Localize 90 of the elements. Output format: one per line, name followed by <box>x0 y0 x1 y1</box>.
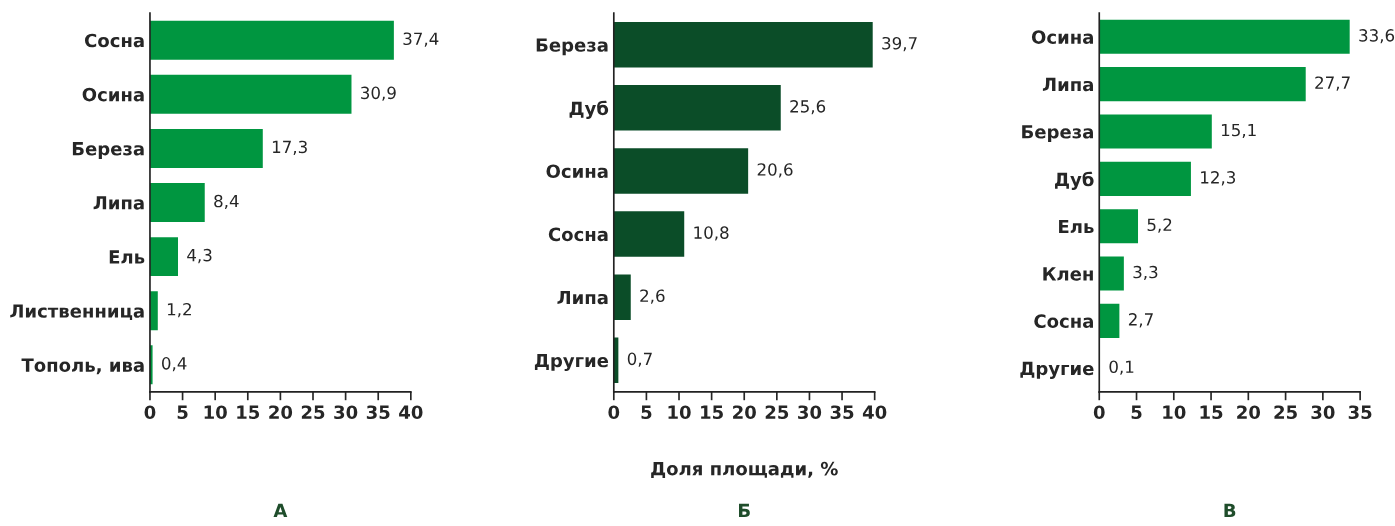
bar <box>149 291 158 331</box>
y-tick-label: Осина <box>546 164 608 179</box>
x-tick-label: 30 <box>334 405 358 420</box>
x-tick-label: 25 <box>301 405 325 420</box>
x-tick-label: 15 <box>237 405 260 420</box>
x-tick-label: 10 <box>668 405 691 420</box>
y-tick-label: Ель <box>109 250 145 264</box>
bar <box>1099 19 1350 54</box>
data-label: 5,2 <box>1147 218 1172 233</box>
bar <box>149 237 179 277</box>
x-tick-label: 15 <box>701 405 723 420</box>
y-tick-label: Осина <box>82 87 144 102</box>
data-label: 3,3 <box>1133 265 1158 281</box>
data-label: 39,7 <box>882 36 917 52</box>
x-tick-label: 5 <box>177 405 188 420</box>
data-label: 12,3 <box>1201 171 1236 186</box>
x-tick-label: 25 <box>1274 405 1297 420</box>
data-label: 2,6 <box>640 289 665 304</box>
x-tick-label: 20 <box>733 405 756 420</box>
y-tick-label: Осина <box>1031 30 1093 44</box>
y-tick-label: Лиственница <box>10 304 144 321</box>
data-label: 17,3 <box>272 140 307 155</box>
bar <box>1099 209 1139 244</box>
data-label: 0,1 <box>1109 360 1134 375</box>
y-tick-label: Береза <box>72 142 144 160</box>
bar <box>613 274 631 320</box>
x-tick-label: 30 <box>798 405 822 420</box>
bar <box>1099 256 1124 291</box>
y-tick-label: Сосна <box>1034 314 1093 328</box>
bar <box>149 20 394 60</box>
x-tick-label: 35 <box>830 405 854 420</box>
bar <box>613 85 781 131</box>
bar <box>1099 161 1191 196</box>
y-tick-label: Тополь, ива <box>21 358 144 375</box>
x-tick-label: 20 <box>269 405 293 420</box>
y-tick-label: Сосна <box>548 227 608 242</box>
x-axis-title: Доля площади, % <box>651 461 838 478</box>
data-label: 27,7 <box>1315 76 1350 91</box>
x-tick-label: 0 <box>608 405 620 420</box>
y-tick-label: Клен <box>1043 267 1093 281</box>
text: А <box>273 503 288 517</box>
x-tick-label: 30 <box>1311 405 1335 420</box>
bar <box>613 211 685 257</box>
data-label: 37,4 <box>403 32 439 47</box>
y-tick-label: Липа <box>93 196 144 210</box>
x-tick-label: 40 <box>399 405 423 420</box>
x-tick-label: 0 <box>144 405 156 420</box>
data-label: 30,9 <box>361 86 396 101</box>
data-label: 10,8 <box>694 226 729 241</box>
x-tick-label: 10 <box>204 405 227 420</box>
bar <box>1099 114 1212 149</box>
bar <box>149 74 352 114</box>
x-tick-label: 15 <box>1200 405 1223 420</box>
text: Б <box>739 503 750 517</box>
y-tick-label: Другие <box>1020 361 1094 379</box>
x-tick-label: 0 <box>1093 405 1105 420</box>
y-tick-label: Ель <box>1059 219 1094 234</box>
data-label: 1,2 <box>167 302 191 318</box>
y-tick-label: Береза <box>536 38 608 56</box>
x-tick-label: 5 <box>641 405 652 420</box>
bar <box>1099 303 1120 338</box>
data-label: 20,6 <box>757 163 793 178</box>
x-tick-label: 20 <box>1237 405 1261 420</box>
bar <box>1099 67 1306 102</box>
x-tick-label: 35 <box>1348 405 1372 420</box>
y-tick-label: Липа <box>1042 77 1093 92</box>
x-tick-label: 5 <box>1131 405 1142 420</box>
data-label: 4,3 <box>187 248 212 264</box>
y-tick-label: Дуб <box>1055 171 1094 190</box>
x-tick-label: 35 <box>366 405 390 420</box>
bar <box>613 21 873 68</box>
bar <box>613 148 749 194</box>
y-tick-label: Дуб <box>569 100 609 119</box>
data-label: 0,4 <box>162 357 187 372</box>
data-label: 33,6 <box>1359 29 1395 44</box>
y-tick-label: Липа <box>557 290 608 305</box>
x-tick-label: 25 <box>765 405 789 420</box>
data-label: 0,7 <box>627 352 652 367</box>
y-tick-label: Сосна <box>84 33 144 48</box>
data-label: 8,4 <box>214 194 239 210</box>
data-label: 25,6 <box>790 100 826 115</box>
bar <box>149 183 205 222</box>
y-tick-label: Береза <box>1022 125 1093 143</box>
x-tick-label: 40 <box>862 405 887 420</box>
x-tick-label: 10 <box>1163 405 1186 420</box>
y-tick-label: Другие <box>534 353 609 371</box>
text: В <box>1224 503 1236 517</box>
data-label: 2,7 <box>1128 313 1153 328</box>
bar <box>149 128 263 168</box>
data-label: 15,1 <box>1221 123 1256 139</box>
